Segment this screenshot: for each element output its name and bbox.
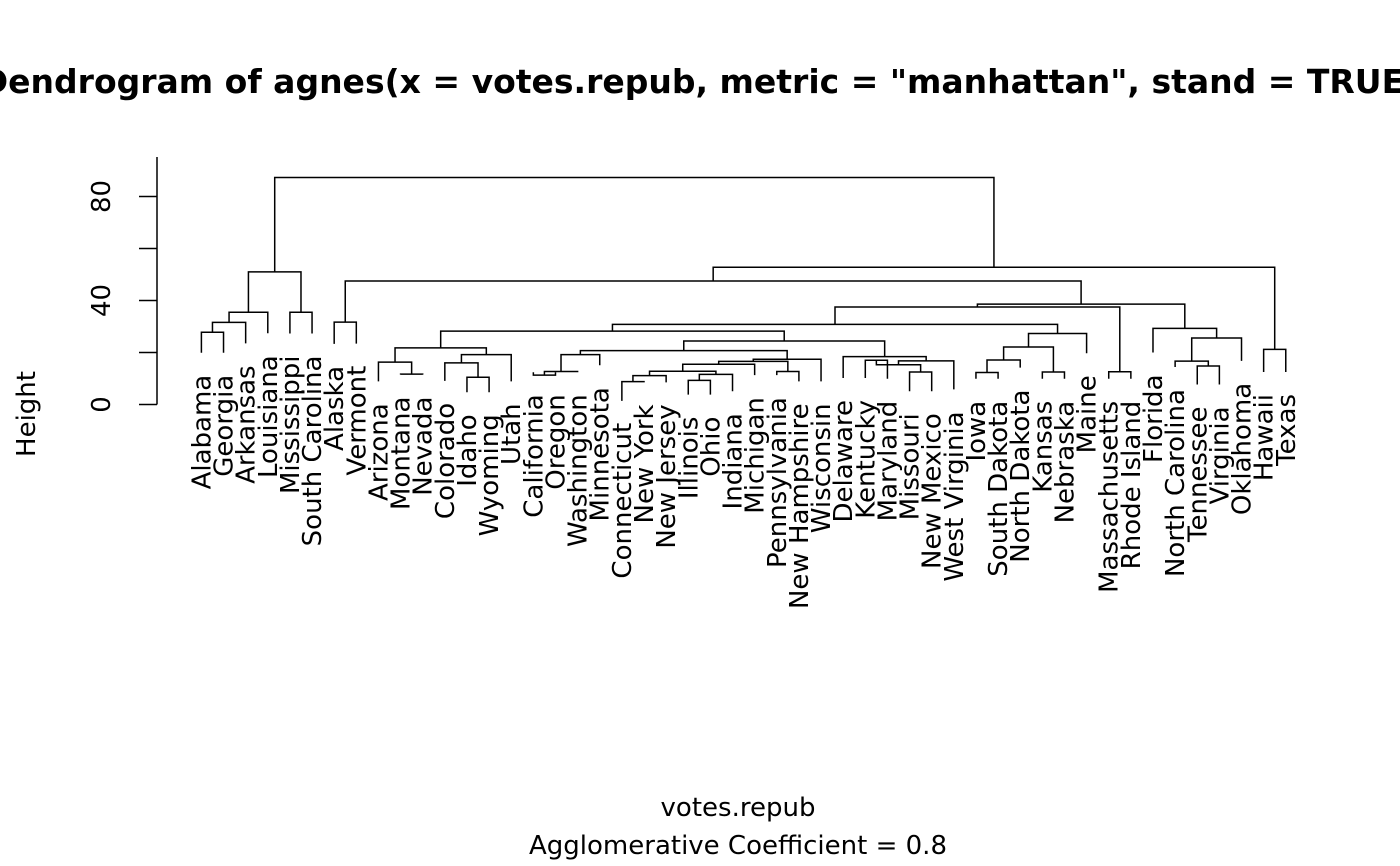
leaf-label: Illinois [674,417,704,500]
leaf-label: Georgia [210,375,240,477]
dendrogram-branch [681,363,756,376]
leaf-label: Michigan [741,397,771,514]
dendrogram-branch [986,359,1021,373]
dendrogram-branch [1152,327,1218,353]
leaf-label: South Dakota [984,401,1014,577]
leaf-label: Maryland [873,401,903,522]
leaf-label: Washington [564,394,594,547]
leaf-label: Texas [1272,394,1302,467]
dendrogram-branch [444,362,479,381]
leaf-label: Iowa [962,401,992,462]
dendrogram-branch [683,340,886,357]
leaf-label: Pennsylvania [763,397,793,568]
dendrogram-branch [1190,337,1243,362]
dendrogram-branch [344,280,1082,323]
dendrogram-branch [621,380,645,401]
leaf-label: Alabama [187,375,217,490]
dendrogram-branch [687,379,712,395]
dendrogram-branch [560,353,601,372]
leaf-label: California [519,394,549,517]
dendrogram-branch [439,330,785,348]
dendrogram-branch [200,331,225,353]
dendrogram-branch [1107,370,1132,379]
dendrogram-branches [200,176,1287,401]
leaf-label: Idaho [453,414,483,487]
leaf-label: Delaware [829,400,859,522]
dendrogram-branch [1196,365,1221,385]
dendrogram-branch [579,349,788,360]
dendrogram-branch [377,361,413,382]
dendrogram-branch [1041,371,1066,379]
leaf-label: North Dakota [1006,390,1036,563]
leaf-label: Maine [1073,375,1103,453]
leaf-label: New Mexico [918,413,948,569]
leaf-label: New York [630,404,660,523]
y-tick-label: 80 [87,180,117,213]
leaf-label: Virginia [1205,406,1235,504]
y-axis: 0 40 80 [87,157,158,413]
leaf-label: Arkansas [232,365,262,484]
dendrogram-branch [1027,332,1088,354]
dendrogram-branch [975,371,999,379]
dendrogram-branch [289,311,313,334]
leaf-label: Tennessee [1183,406,1213,542]
dendrogram-branch [466,376,490,393]
dendrogram-branch [776,370,800,382]
dendrogram-branch [834,306,1121,372]
leaf-label: New Hampshire [785,403,815,609]
leaf-label: Oklahoma [1228,383,1258,515]
dendrogram-branch [717,360,789,372]
leaf-label: Alaska [320,366,350,451]
leaf-label: Louisiana [254,355,284,478]
y-tick-label: 0 [87,396,117,413]
leaf-label: Wisconsin [807,403,837,533]
dendrogram-branch [1262,348,1287,372]
dendrogram-branch [247,271,302,313]
dendrogram-branch [712,266,1276,350]
leaf-label: Vermont [342,366,372,476]
leaf-label: Missouri [896,413,926,520]
leaf-label: Florida [1139,375,1169,463]
leaf-label: West Virginia [940,411,970,581]
dendrogram-branch [333,321,358,344]
x-axis-label: votes.repub [661,793,816,823]
leaf-label: Rhode Island [1117,401,1147,570]
leaf-label: Kansas [1028,401,1058,493]
leaf-label: Mississippi [276,356,306,495]
dendrogram-branch [399,373,424,375]
leaf-label: Nevada [409,397,439,496]
dendrogram-branch [908,371,933,392]
leaf-label: Wyoming [475,414,505,536]
leaf-label: Indiana [719,413,749,509]
dendrogram-branch [698,373,734,392]
leaf-label: Minnesota [586,387,616,521]
dendrogram-branch [611,323,1059,334]
leaf-labels: AlabamaGeorgiaArkansasLouisianaMississip… [187,355,1301,609]
leaf-label: Utah [497,403,527,465]
dendrogram-branch [273,176,995,272]
leaf-label: Oregon [541,394,571,489]
leaf-label: New Jersey [652,404,682,548]
leaf-label: Nebraska [1050,401,1080,524]
leaf-label: Montana [387,397,417,510]
agglomerative-coefficient-label: Agglomerative Coefficient = 0.8 [529,831,947,861]
leaf-label: Massachusetts [1095,401,1125,593]
leaf-label: Colorado [431,403,461,519]
chart-title: Dendrogram of agnes(x = votes.repub, met… [0,62,1400,101]
y-tick-label: 40 [87,284,117,317]
leaf-label: Connecticut [608,423,638,579]
leaf-label: South Carolina [298,356,328,547]
leaf-label: Hawaii [1250,394,1280,481]
y-axis-label: Height [12,371,42,457]
leaf-label: North Carolina [1161,389,1191,577]
leaf-label: Arizona [364,403,394,501]
leaf-label: Ohio [696,417,726,477]
leaf-label: Kentucky [851,400,881,519]
